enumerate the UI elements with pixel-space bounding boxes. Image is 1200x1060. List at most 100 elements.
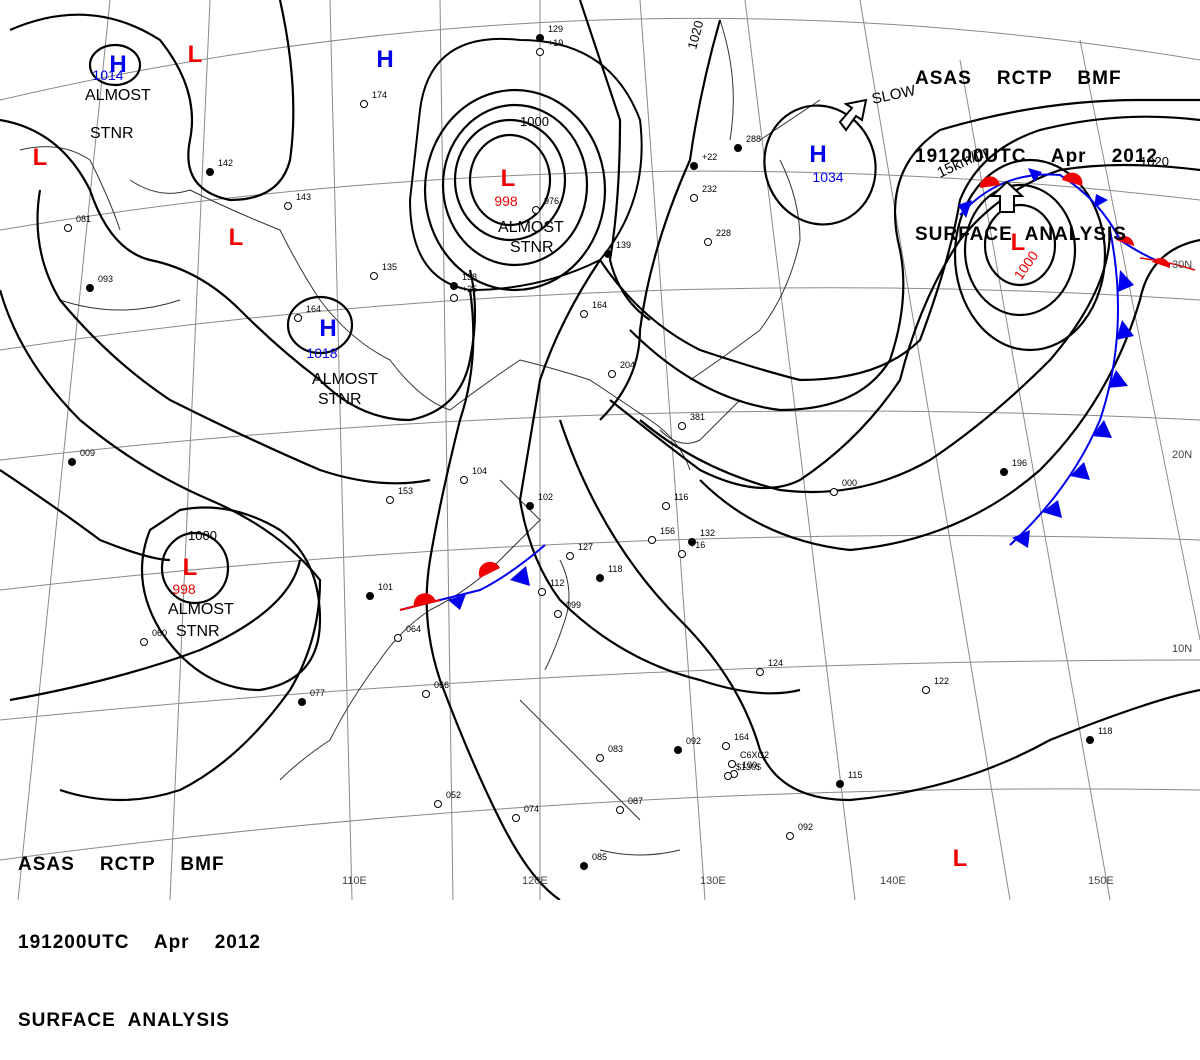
station-value: 381 (690, 412, 705, 422)
station-marker (422, 690, 430, 698)
pressure-center-value: 1034 (812, 169, 843, 185)
header-bottom-line1: ASAS RCTP BMF (18, 854, 225, 875)
station-marker (690, 162, 698, 170)
station-marker (704, 238, 712, 246)
station-marker (532, 206, 540, 214)
longitude-label: 150E (1088, 875, 1114, 887)
high-symbol: H (376, 46, 393, 73)
header-top-line1: ASAS RCTP BMF (915, 68, 1122, 89)
station-value: 153 (398, 486, 413, 496)
station-value: 164 (306, 304, 321, 314)
low-symbol: L (953, 845, 968, 872)
pressure-center-note-2: STNR (510, 239, 554, 256)
station-value: 060 (152, 628, 167, 638)
high-symbol: H (809, 141, 826, 168)
station-marker (86, 284, 94, 292)
station-value: 288 (746, 134, 761, 144)
isobar-labels: 1000 1000 1020 1020 (188, 19, 1169, 543)
station-marker (536, 34, 544, 42)
station-marker (526, 502, 534, 510)
station-marker (450, 282, 458, 290)
pressure-center-symbol: H (109, 51, 126, 78)
station-value: 112 (550, 578, 564, 588)
station-value: 099 (566, 600, 581, 610)
header-bottom-line2: 191200UTC Apr 2012 (18, 932, 261, 953)
low-symbol: L (1011, 229, 1026, 256)
station-value: 009 (80, 448, 95, 458)
station-value: 052 (446, 790, 461, 800)
station-value: 077 (310, 688, 325, 698)
station-marker (922, 686, 930, 694)
latitude-label: 30N (1172, 259, 1192, 271)
station-marker (294, 314, 302, 322)
grid-labels: 110E 120E 130E 140E 150E 30N 20N 10N (342, 259, 1192, 887)
pressure-center-note: ALMOST (168, 601, 234, 618)
station-marker (674, 746, 682, 754)
station-marker (140, 638, 148, 646)
station-marker (830, 488, 838, 496)
station-value: +25 (462, 284, 477, 294)
station-value: 138 (462, 272, 477, 282)
station-marker (724, 772, 732, 780)
station-marker (678, 550, 686, 558)
pressure-center-note-2: STNR (176, 623, 220, 640)
low-symbol: L (229, 224, 244, 251)
high-symbol: H (319, 315, 336, 342)
fronts (399, 168, 1196, 611)
station-marker (836, 780, 844, 788)
isobars (0, 0, 1200, 900)
station-marker (460, 476, 468, 484)
station-value: 116 (674, 492, 688, 502)
station-marker (728, 760, 736, 768)
station-value: 127 (578, 542, 593, 552)
station-marker (434, 800, 442, 808)
low-symbol: L (33, 144, 48, 171)
station-marker (580, 862, 588, 870)
station-marker (690, 194, 698, 202)
longitude-label: 120E (522, 875, 548, 887)
longitude-label: 140E (880, 875, 906, 887)
station-marker (366, 592, 374, 600)
pressure-center-value: 998 (172, 581, 196, 597)
station-value: +22 (702, 152, 717, 162)
station-value: 064 (406, 624, 421, 634)
station-value: 232 (702, 184, 717, 194)
movement-arrows (838, 98, 1025, 213)
pressure-center-value: 1014 (92, 67, 123, 83)
latitude-label: 20N (1172, 449, 1192, 461)
station-value: 066 (434, 680, 449, 690)
pressure-center-note: ALMOST (312, 371, 378, 388)
station-marker (688, 538, 696, 546)
station-value: 135 (382, 262, 397, 272)
station-value: 087 (628, 796, 643, 806)
pressure-center-note: ALMOST (85, 87, 151, 104)
station-value: 124 (768, 658, 783, 668)
station-value: 100 (742, 760, 757, 770)
station-value: 093 (98, 274, 113, 284)
isobar-label: 1020 (1140, 154, 1169, 169)
station-value: 118 (1098, 726, 1112, 736)
station-value: 115 (848, 770, 862, 780)
station-value: 104 (472, 466, 487, 476)
station-value: 164 (734, 732, 749, 742)
station-value: 204 (620, 360, 635, 370)
low-symbol: L (188, 41, 203, 68)
station-marker (566, 552, 574, 560)
station-marker (616, 806, 624, 814)
station-value: 142 (218, 158, 233, 168)
station-value: 139 (616, 240, 631, 250)
station-marker (298, 698, 306, 706)
pressure-centers: H 1014 ALMOST STNR L L L H H 1018 ALMOST… (33, 41, 1042, 872)
pressure-center-note-2: STNR (90, 125, 134, 142)
station-marker (678, 422, 686, 430)
station-marker (206, 168, 214, 176)
station-value: 143 (296, 192, 311, 202)
header-bottom: ASAS RCTP BMF 191200UTC Apr 2012 SURFACE… (18, 800, 261, 1060)
station-marker (604, 250, 612, 258)
station-value: 132 (700, 528, 715, 538)
station-marker (536, 48, 544, 56)
station-value: $130$ (736, 762, 761, 772)
station-plots: 129 +19 174 142 143 081 093 135 164 138 +25 976 139 1… (64, 24, 1112, 870)
station-marker (662, 502, 670, 510)
pressure-center-value: 1018 (306, 345, 337, 361)
